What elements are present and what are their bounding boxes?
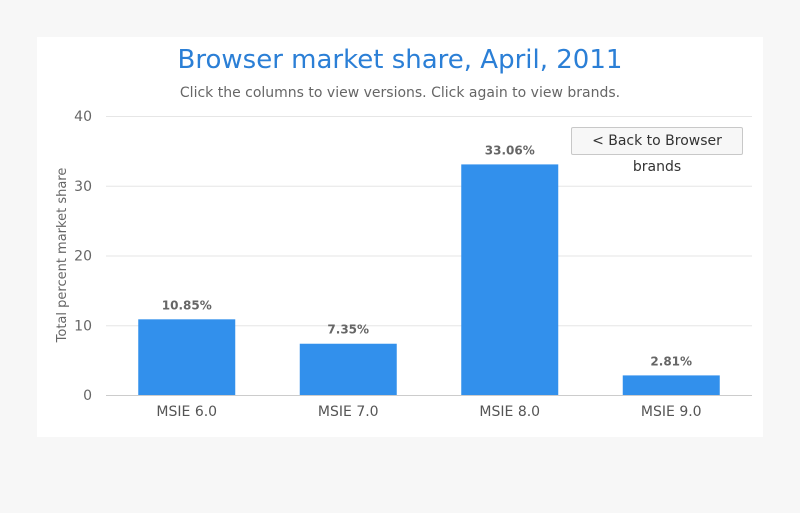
y-axis-label: Total percent market share [55, 168, 70, 344]
bar[interactable] [622, 375, 720, 395]
x-tick-label: MSIE 9.0 [641, 404, 702, 420]
data-labels: 10.85% 7.35% 33.06% 2.81% [162, 143, 692, 368]
x-axis-ticks: MSIE 6.0 MSIE 7.0 MSIE 8.0 MSIE 9.0 [156, 404, 701, 420]
y-tick-label: 30 [74, 179, 92, 195]
back-to-brands-button[interactable]: < Back to Browser brands [571, 127, 743, 175]
data-label: 33.06% [485, 143, 535, 157]
bar[interactable] [138, 319, 236, 395]
data-label: 10.85% [162, 298, 212, 312]
y-tick-label: 10 [74, 318, 92, 334]
y-tick-label: 0 [83, 388, 92, 404]
data-label: 2.81% [650, 354, 692, 368]
data-label: 7.35% [327, 323, 369, 337]
chart-title: Browser market share, April, 2011 [177, 45, 623, 75]
x-tick-label: MSIE 6.0 [156, 404, 217, 420]
x-tick-label: MSIE 7.0 [318, 404, 379, 420]
bar[interactable] [299, 343, 397, 395]
bar[interactable] [461, 164, 559, 395]
y-tick-label: 20 [74, 249, 92, 265]
chart-subtitle: Click the columns to view versions. Clic… [179, 85, 621, 101]
y-tick-label: 40 [74, 109, 92, 125]
x-tick-label: MSIE 8.0 [479, 404, 540, 420]
bars [138, 164, 720, 395]
y-axis-ticks: 0 10 20 30 40 [74, 109, 92, 404]
